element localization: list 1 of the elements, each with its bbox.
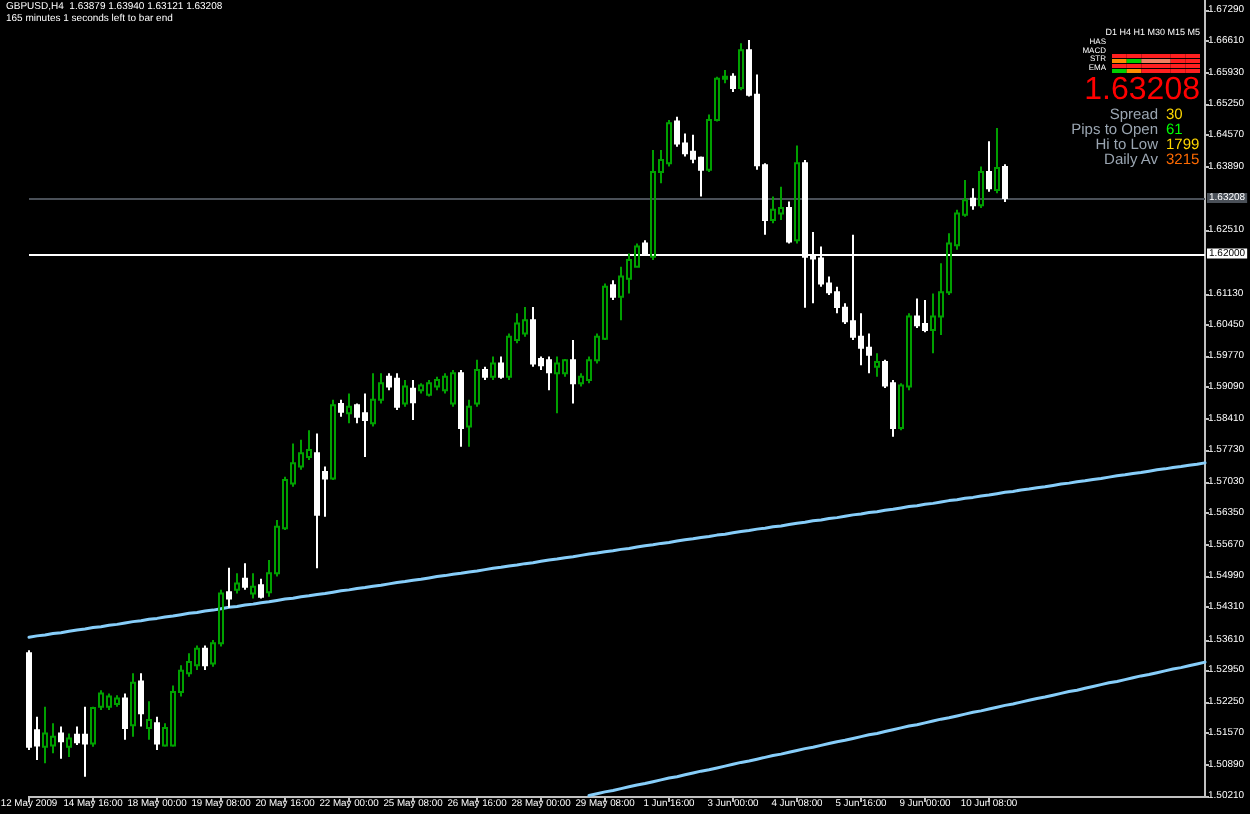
annotation: 1.63208 (1084, 73, 1201, 107)
